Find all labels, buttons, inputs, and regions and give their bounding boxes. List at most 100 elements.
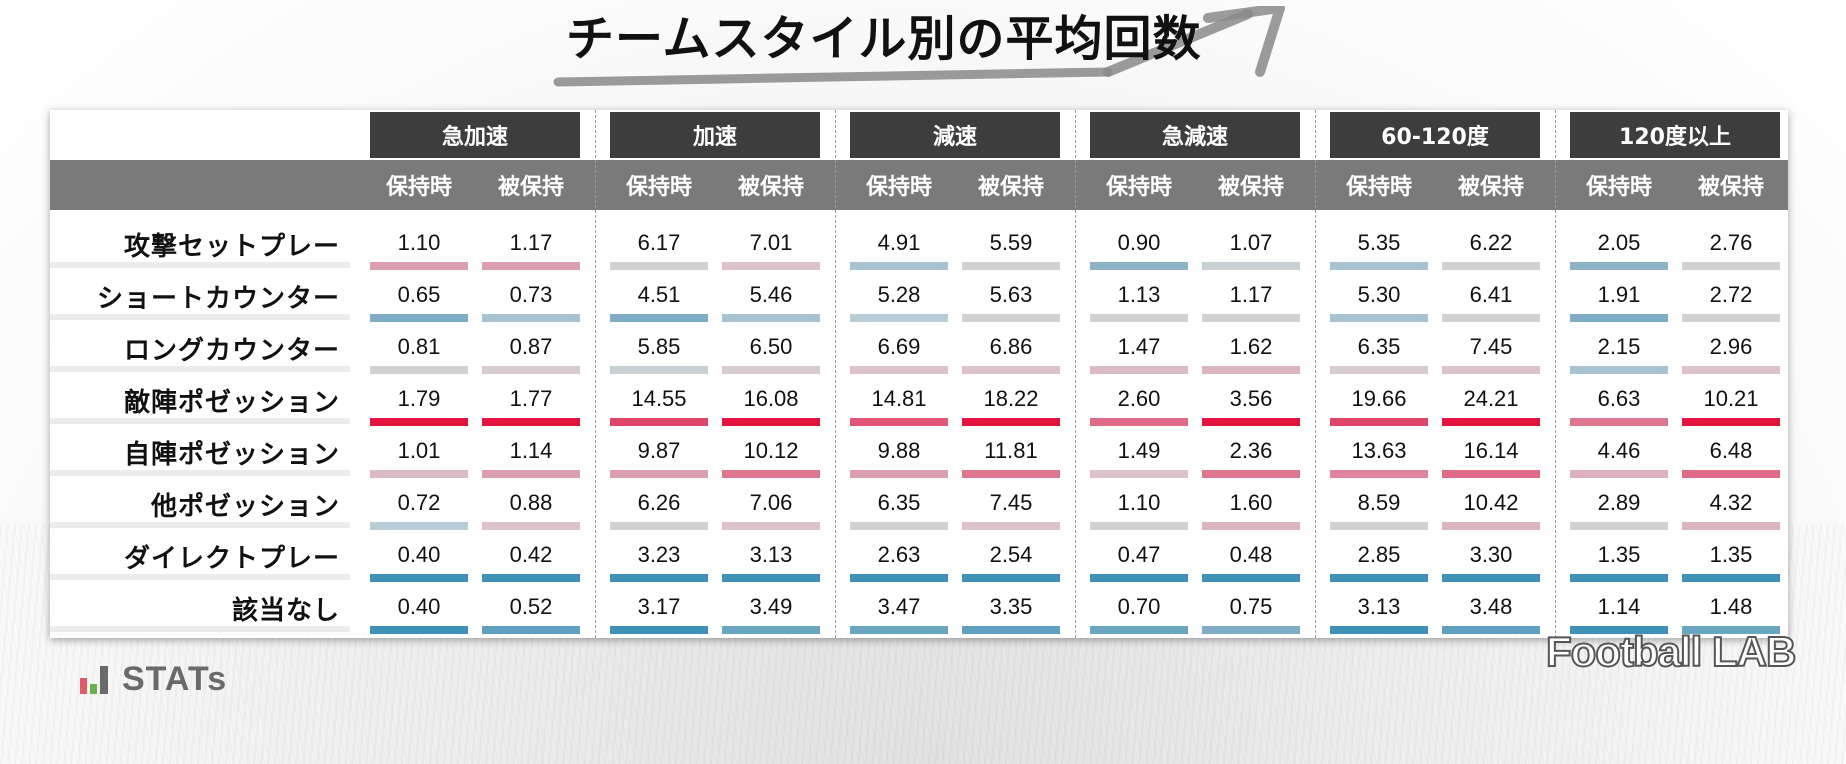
subcolumn-header: 被保持: [1217, 175, 1284, 200]
cell-color-bar: [962, 522, 1060, 530]
cell-value: 4.51: [637, 282, 681, 307]
cell-value: 1.17: [509, 230, 553, 255]
cell-color-bar: [722, 574, 820, 582]
cell-color-bar: [610, 626, 708, 634]
cell-value: 0.73: [509, 282, 553, 307]
table-cell: 1.10: [1090, 482, 1188, 534]
table-cell: 4.32: [1682, 482, 1780, 534]
cell-value: 4.32: [1709, 490, 1753, 515]
cell-value: 3.47: [877, 594, 921, 619]
cell-value: 2.96: [1709, 334, 1753, 359]
cell-color-bar: [962, 314, 1060, 322]
table-cell: 6.86: [962, 326, 1060, 378]
cell-color-bar: [1570, 626, 1668, 634]
table-cell: 5.85: [610, 326, 708, 378]
cell-value: 14.55: [631, 386, 687, 411]
cell-color-bar: [1442, 262, 1540, 270]
chalk-arrow-icon: [553, 6, 1285, 87]
table-cell: 2.36: [1202, 430, 1300, 482]
table-cell: 2.05: [1570, 222, 1668, 274]
table-cell: 3.13: [1330, 586, 1428, 638]
category-header: 加速: [610, 112, 820, 158]
cell-value: 10.21: [1703, 386, 1759, 411]
cell-value: 3.13: [1357, 594, 1401, 619]
table-cell: 3.56: [1202, 378, 1300, 430]
stats-brand-text: STATs: [122, 660, 228, 698]
cell-value: 1.14: [1597, 594, 1641, 619]
cell-value: 1.79: [397, 386, 441, 411]
row-divider: [50, 418, 350, 424]
cell-value: 0.75: [1229, 594, 1273, 619]
cell-value: 13.63: [1351, 438, 1407, 463]
stats-logo: STATs: [78, 660, 227, 699]
cell-value: 1.62: [1229, 334, 1273, 359]
table-cell: 2.54: [962, 534, 1060, 586]
cell-color-bar: [1202, 574, 1300, 582]
cell-color-bar: [610, 262, 708, 270]
cell-color-bar: [610, 314, 708, 322]
table-cell: 0.48: [1202, 534, 1300, 586]
row-divider: [50, 522, 350, 528]
cell-color-bar: [370, 262, 468, 270]
column-separator: [1075, 110, 1076, 638]
table-cell: 6.35: [1330, 326, 1428, 378]
cell-color-bar: [850, 262, 948, 270]
table-cell: 0.81: [370, 326, 468, 378]
subcolumn-header: 保持時: [1105, 175, 1172, 200]
row-label: ロングカウンター: [123, 336, 340, 366]
cell-color-bar: [1202, 262, 1300, 270]
cell-value: 3.30: [1469, 542, 1513, 567]
cell-value: 1.17: [1229, 282, 1273, 307]
cell-color-bar: [1570, 314, 1668, 322]
table-cell: 1.49: [1090, 430, 1188, 482]
cell-value: 10.12: [743, 438, 799, 463]
table-cell: 19.66: [1330, 378, 1428, 430]
column-separator: [1315, 110, 1316, 638]
cell-color-bar: [1682, 314, 1780, 322]
table-cell: 5.35: [1330, 222, 1428, 274]
table-cell: 0.70: [1090, 586, 1188, 638]
table-cell: 1.47: [1090, 326, 1188, 378]
cell-value: 6.35: [877, 490, 921, 515]
cell-color-bar: [610, 418, 708, 426]
cell-color-bar: [482, 366, 580, 374]
table-cell: 10.12: [722, 430, 820, 482]
table-cell: 0.72: [370, 482, 468, 534]
cell-value: 0.87: [509, 334, 553, 359]
cell-value: 0.88: [509, 490, 553, 515]
cell-value: 2.54: [989, 542, 1033, 567]
cell-value: 5.63: [989, 282, 1033, 307]
cell-value: 18.22: [983, 386, 1039, 411]
cell-color-bar: [1570, 470, 1668, 478]
table-cell: 5.59: [962, 222, 1060, 274]
cell-value: 2.36: [1229, 438, 1273, 463]
cell-value: 19.66: [1351, 386, 1407, 411]
cell-value: 1.14: [509, 438, 553, 463]
cell-value: 10.42: [1463, 490, 1519, 515]
cell-value: 1.10: [397, 230, 441, 255]
row-divider: [50, 626, 350, 632]
cell-color-bar: [962, 470, 1060, 478]
cell-color-bar: [1090, 314, 1188, 322]
page-title: チームスタイル別の平均回数: [566, 11, 1202, 67]
column-separator: [1555, 110, 1556, 638]
table-cell: 2.63: [850, 534, 948, 586]
row-label: 攻撃セットプレー: [123, 232, 340, 262]
cell-color-bar: [1090, 262, 1188, 270]
table-cell: 6.35: [850, 482, 948, 534]
row-label: 自陣ポゼッション: [123, 440, 340, 470]
table-cell: 6.17: [610, 222, 708, 274]
row-label: 他ポゼッション: [150, 492, 340, 522]
cell-value: 3.13: [749, 542, 793, 567]
subcolumn-header: 被保持: [977, 175, 1044, 200]
cell-value: 6.50: [749, 334, 793, 359]
subcolumn-header: 被保持: [737, 175, 804, 200]
table-cell: 1.91: [1570, 274, 1668, 326]
cell-color-bar: [850, 314, 948, 322]
row-divider: [50, 470, 350, 476]
cell-value: 1.77: [509, 386, 553, 411]
cell-color-bar: [1330, 418, 1428, 426]
row-divider: [50, 262, 350, 268]
cell-value: 0.40: [397, 542, 441, 567]
cell-value: 1.48: [1709, 594, 1753, 619]
